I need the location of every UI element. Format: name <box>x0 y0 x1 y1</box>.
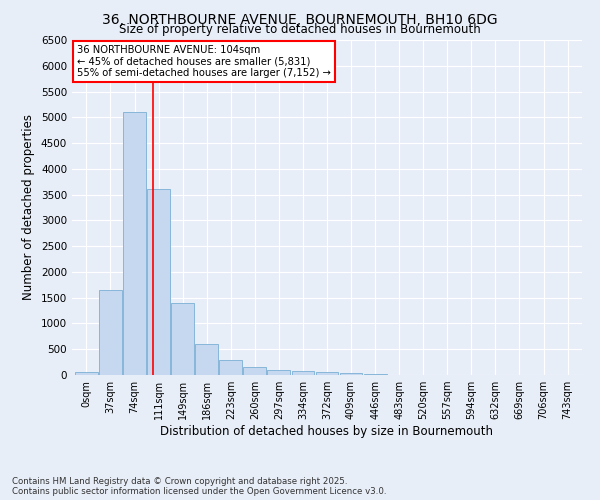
Bar <box>99 290 122 375</box>
Bar <box>123 112 146 375</box>
Text: Size of property relative to detached houses in Bournemouth: Size of property relative to detached ho… <box>119 22 481 36</box>
Bar <box>244 367 266 375</box>
Bar <box>171 303 194 375</box>
Bar <box>292 371 314 375</box>
Bar <box>220 360 242 375</box>
Bar <box>268 370 290 375</box>
Bar <box>147 190 170 375</box>
Text: 36, NORTHBOURNE AVENUE, BOURNEMOUTH, BH10 6DG: 36, NORTHBOURNE AVENUE, BOURNEMOUTH, BH1… <box>102 12 498 26</box>
Text: 36 NORTHBOURNE AVENUE: 104sqm
← 45% of detached houses are smaller (5,831)
55% o: 36 NORTHBOURNE AVENUE: 104sqm ← 45% of d… <box>77 45 331 78</box>
Bar <box>364 374 386 375</box>
Y-axis label: Number of detached properties: Number of detached properties <box>22 114 35 300</box>
X-axis label: Distribution of detached houses by size in Bournemouth: Distribution of detached houses by size … <box>161 425 493 438</box>
Bar <box>75 372 98 375</box>
Bar <box>340 374 362 375</box>
Text: Contains HM Land Registry data © Crown copyright and database right 2025.
Contai: Contains HM Land Registry data © Crown c… <box>12 476 386 496</box>
Bar <box>195 344 218 375</box>
Bar <box>316 372 338 375</box>
